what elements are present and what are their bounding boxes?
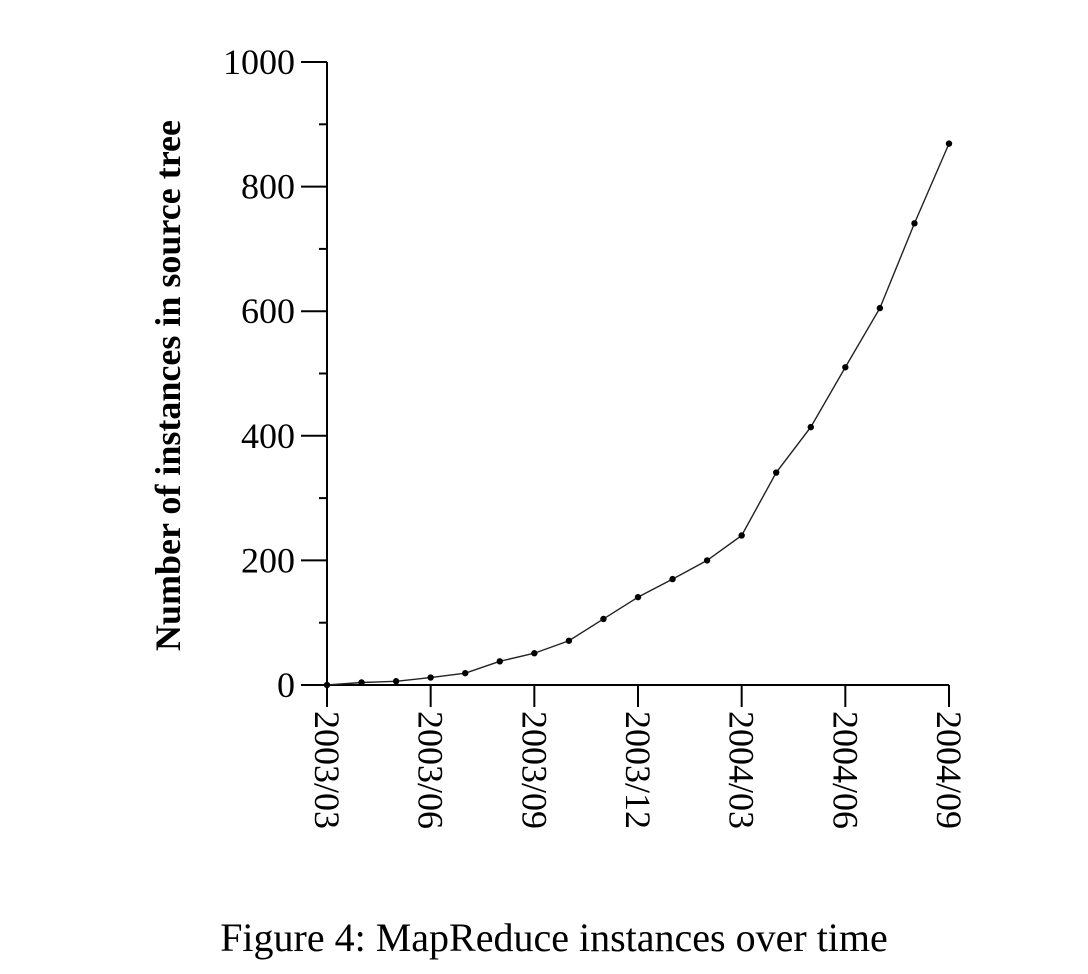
data-point	[462, 669, 469, 677]
y-axis-ticks: 0 200 400 600 800 1000	[223, 42, 327, 705]
y-tick-label: 600	[241, 291, 295, 331]
data-point	[358, 679, 365, 686]
data-point	[945, 140, 953, 147]
x-tick-label: 2003/09	[514, 711, 554, 829]
data-point	[392, 678, 400, 685]
data-point	[600, 615, 607, 623]
data-point	[773, 469, 780, 476]
y-axis-title: Number of instances in source tree	[148, 120, 188, 651]
data-point	[496, 658, 503, 665]
series-line	[326, 143, 950, 686]
data-point	[876, 304, 884, 312]
data-point	[531, 650, 538, 657]
data-point	[842, 364, 849, 371]
data-point	[565, 637, 573, 644]
y-tick-label: 0	[277, 665, 295, 705]
y-tick-label: 200	[241, 540, 295, 580]
data-point	[427, 674, 434, 681]
y-tick-label: 400	[241, 416, 295, 456]
x-tick-label: 2003/12	[618, 711, 658, 829]
x-tick-label: 2004/06	[825, 711, 865, 829]
data-point	[703, 557, 711, 564]
chart-axes	[326, 62, 949, 686]
data-point	[634, 593, 642, 601]
x-axis-ticks: 2003/03 2003/06 2003/09 2003/12 2004/03 2004/…	[307, 685, 969, 829]
data-point	[807, 423, 814, 431]
x-tick-label: 2004/09	[929, 711, 969, 829]
y-tick-label: 1000	[223, 42, 295, 82]
series-layer	[323, 140, 953, 689]
x-tick-label: 2003/06	[411, 711, 451, 829]
x-tick-label: 2004/03	[722, 711, 762, 829]
data-point	[323, 681, 331, 689]
data-point	[669, 575, 676, 583]
data-point	[911, 220, 918, 227]
data-point	[738, 532, 745, 539]
x-tick-label: 2003/03	[307, 711, 347, 829]
y-tick-label: 800	[241, 167, 295, 207]
figure-caption: Figure 4: MapReduce instances over time	[220, 915, 888, 960]
